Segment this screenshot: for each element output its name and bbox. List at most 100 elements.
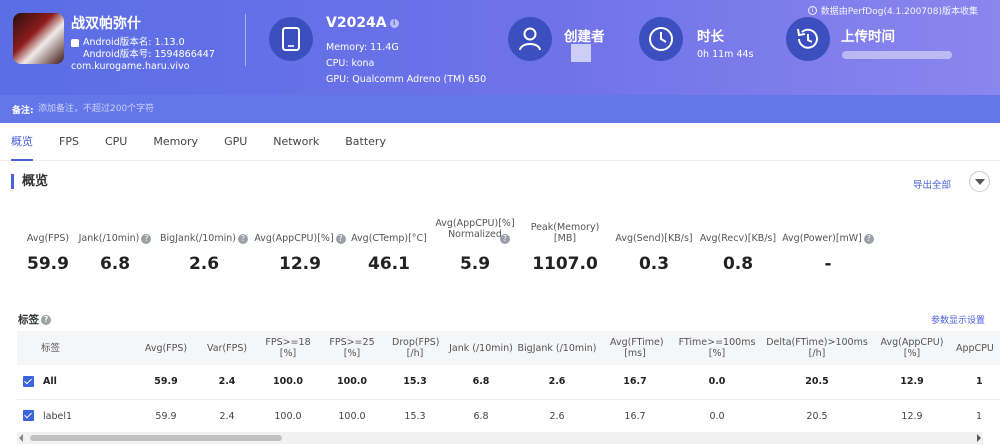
table-cell: 20.5 — [762, 365, 872, 400]
help-icon[interactable]: ? — [41, 314, 51, 325]
help-icon[interactable]: ? — [863, 234, 874, 244]
upload-circle — [786, 17, 830, 61]
metric-value: 5.9 — [459, 254, 491, 274]
tab-gpu[interactable]: GPU — [224, 134, 248, 148]
device-cpu: CPU: kona — [326, 58, 375, 69]
duration-label: 时长 — [697, 29, 724, 45]
table-cell: 16.7 — [598, 399, 672, 432]
duration-circle — [639, 17, 683, 61]
help-icon[interactable]: ? — [500, 234, 510, 244]
scroll-left-icon[interactable] — [19, 434, 23, 442]
help-icon[interactable]: ? — [237, 234, 248, 244]
scrollbar-thumb[interactable] — [30, 435, 282, 441]
row-checkbox[interactable] — [22, 410, 34, 421]
table-cell: 2.4 — [198, 399, 256, 432]
export-all-link[interactable]: 导出全部 — [913, 180, 952, 191]
app-version-code: Android版本号: 1594866447 — [83, 48, 215, 60]
tab-fps[interactable]: FPS — [59, 134, 79, 148]
device-specs: Memory: 11.4G CPU: kona GPU: Qualcomm Ad… — [326, 40, 486, 88]
table-cell: 100.0 — [320, 399, 384, 432]
column-header[interactable]: Avg(FTime) [ms] — [598, 331, 672, 365]
table-cell: 15.3 — [384, 365, 446, 400]
source-note: i 数据由PerfDog(4.1.200708)版本收集 — [807, 4, 978, 17]
metric-value: 59.9 — [27, 254, 69, 274]
source-note-text: 数据由PerfDog(4.1.200708)版本收集 — [820, 7, 978, 17]
metric-label: Avg(AppCPU)[%] — [254, 233, 334, 244]
table-cell: 6.8 — [446, 365, 516, 400]
column-header[interactable]: FPS>=18 [%] — [256, 331, 320, 365]
device-memory: Memory: 11.4G — [326, 42, 399, 53]
help-icon[interactable]: ? — [141, 234, 152, 244]
tags-table-wrapper: 标签 Avg(FPS) Var(FPS) FPS>=18 [%] FPS>=25… — [17, 331, 1000, 432]
metric-label: Avg(Power)[mW] — [782, 233, 862, 244]
metric-bigjank: BigJank(/10min)? 2.6 — [160, 214, 248, 274]
tags-title-text: 标签 — [18, 314, 39, 326]
metric-value: 46.1 — [368, 254, 410, 274]
tab-overview[interactable]: 概览 — [11, 123, 33, 161]
device-name: V2024A — [326, 15, 387, 31]
metric-value: 2.6 — [188, 254, 220, 274]
column-header[interactable]: Var(FPS) — [198, 331, 256, 365]
tab-network[interactable]: Network — [273, 134, 320, 148]
tags-title: 标签? — [18, 312, 51, 327]
table-cell: 12.9 — [872, 399, 952, 432]
table-cell: 2.6 — [516, 399, 598, 432]
column-header[interactable]: FTime>=100ms [%] — [672, 331, 762, 365]
tab-memory[interactable]: Memory — [153, 134, 199, 148]
column-header[interactable]: AppCPU — [952, 331, 1000, 365]
column-header[interactable]: FPS>=25 [%] — [320, 331, 384, 365]
column-header[interactable]: BigJank (/10min) — [516, 331, 598, 365]
remark-input[interactable] — [38, 101, 238, 117]
display-settings-link[interactable]: 参数显示设置 — [931, 316, 986, 326]
metric-label: Avg(Send)[KB/s] — [615, 233, 693, 244]
table-row: label1 59.9 2.4 100.0 100.0 15.3 6.8 2.6… — [17, 399, 1000, 432]
user-icon — [519, 27, 541, 51]
info-icon: i — [807, 6, 817, 15]
table-row: All 59.9 2.4 100.0 100.0 15.3 6.8 2.6 16… — [17, 365, 1000, 400]
help-icon[interactable]: ? — [335, 234, 346, 244]
device-info-icon[interactable]: i — [389, 19, 399, 28]
table-cell: 6.8 — [446, 399, 516, 432]
table-cell: 59.9 — [134, 365, 198, 400]
app-name: 战双帕弥什 — [71, 16, 141, 32]
history-icon — [797, 28, 818, 49]
table-cell: 100.0 — [256, 365, 320, 400]
creator-avatar-redacted — [571, 44, 591, 62]
table-cell: 100.0 — [320, 365, 384, 400]
column-header[interactable]: Avg(FPS) — [134, 331, 198, 365]
column-header[interactable]: Drop(FPS) [/h] — [384, 331, 446, 365]
app-version-name: Android版本名: 1.13.0 — [83, 37, 185, 48]
horizontal-scrollbar[interactable] — [17, 432, 983, 444]
table-cell: 1 — [952, 399, 1000, 432]
device-circle — [269, 17, 313, 61]
column-header[interactable]: 标签 — [39, 331, 134, 365]
remark-label: 备注: — [12, 106, 34, 116]
app-package: com.kurogame.haru.vivo — [71, 61, 190, 72]
tab-cpu[interactable]: CPU — [104, 134, 128, 148]
metric-label: Avg(Recv)[KB/s] — [699, 233, 777, 244]
metric-label: Jank(/10min) — [78, 233, 140, 244]
device-name-row: V2024A i — [326, 15, 399, 31]
creator-label: 创建者 — [564, 29, 605, 45]
creator-circle — [508, 17, 552, 61]
metric-value: - — [824, 254, 832, 274]
metric-peak-memory: Peak(Memory)[MB] 1107.0 — [520, 214, 610, 274]
report-header: 战双帕弥什 Android版本名: 1.13.0 Android版本号: 159… — [0, 0, 1000, 123]
metric-value: 1107.0 — [532, 254, 598, 274]
column-header[interactable]: Avg(AppCPU) [%] — [872, 331, 952, 365]
table-cell: 20.5 — [762, 399, 872, 432]
header-divider — [245, 14, 246, 66]
table-cell: 100.0 — [256, 399, 320, 432]
metric-value: 0.8 — [722, 254, 754, 274]
metric-avg-ctemp: Avg(CTemp)[°C] 46.1 — [346, 214, 432, 274]
upload-label: 上传时间 — [841, 29, 895, 45]
phone-icon — [282, 27, 300, 51]
collapse-button[interactable] — [969, 171, 990, 192]
column-header[interactable]: Delta(FTime)>100ms [/h] — [762, 331, 872, 365]
row-checkbox[interactable] — [22, 375, 34, 387]
table-cell: 1 — [952, 365, 1000, 400]
row-label: All — [39, 365, 134, 400]
scroll-right-icon[interactable] — [977, 434, 981, 442]
tab-battery[interactable]: Battery — [345, 134, 386, 148]
column-header[interactable]: Jank (/10min) — [446, 331, 516, 365]
